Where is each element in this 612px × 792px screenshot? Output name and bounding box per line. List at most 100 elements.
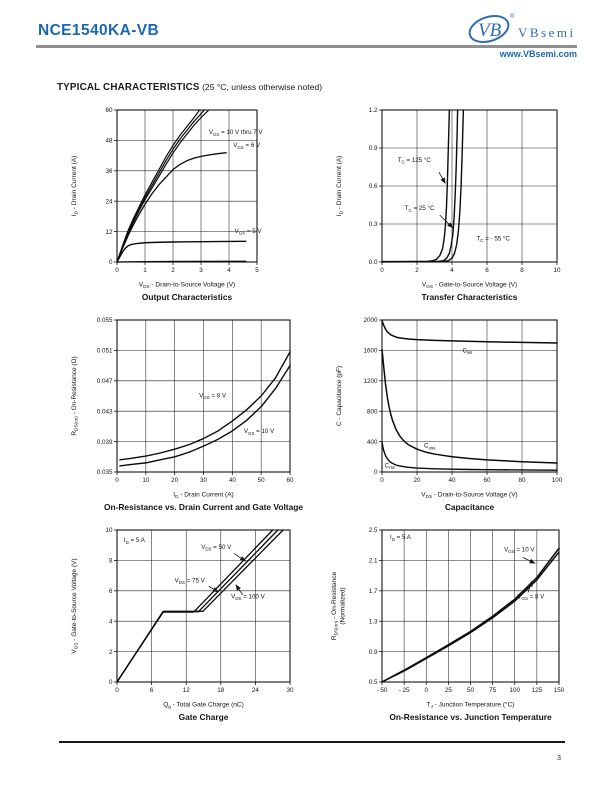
part-number: NCE1540KA-VB <box>38 22 160 39</box>
svg-text:0: 0 <box>380 267 384 274</box>
svg-text:TC = 25 °C: TC = 25 °C <box>405 205 435 213</box>
svg-text:VGS = 5 V: VGS = 5 V <box>235 228 263 236</box>
svg-text:12: 12 <box>183 687 191 694</box>
svg-text:50: 50 <box>467 687 475 694</box>
chart-output-characteristics: 0 1 2 3 4 5 0 12 24 36 48 60 VGS = 10 V thru 7 V VGS … <box>65 100 330 310</box>
on-resistance-vs-drain-current-plot: 0 10 20 30 40 50 60 0.035 0.039 0.043 0.047 0.051 0.… <box>71 317 303 512</box>
svg-text:VGS = 10 V: VGS = 10 V <box>504 546 535 554</box>
svg-text:150: 150 <box>554 687 565 694</box>
svg-text:6: 6 <box>485 267 489 274</box>
svg-text:40: 40 <box>229 477 237 484</box>
svg-text:1.2: 1.2 <box>369 107 378 114</box>
svg-text:0.0: 0.0 <box>369 259 378 266</box>
svg-text:20: 20 <box>413 477 421 484</box>
svg-text:- 50: - 50 <box>377 687 388 694</box>
svg-text:60: 60 <box>483 477 491 484</box>
svg-text:ID - Drain Current (A): ID - Drain Current (A) <box>173 492 233 500</box>
svg-text:100: 100 <box>552 477 563 484</box>
svg-text:60: 60 <box>105 107 113 114</box>
charts-grid: 0 1 2 3 4 5 0 12 24 36 48 60 VGS = 10 V thru 7 V VGS … <box>65 100 595 730</box>
chart-on-resistance-vs-drain-current: 0 10 20 30 40 50 60 0.035 0.039 0.043 0.047 0.051 0.… <box>65 310 330 520</box>
svg-text:C - Capacitance (pF): C - Capacitance (pF) <box>336 366 343 426</box>
svg-text:0.9: 0.9 <box>369 649 378 656</box>
svg-text:1600: 1600 <box>363 348 378 355</box>
svg-text:0.6: 0.6 <box>369 183 378 190</box>
svg-text:10: 10 <box>553 267 561 274</box>
svg-text:0.055: 0.055 <box>97 317 113 324</box>
page-number: 3 <box>556 753 562 762</box>
svg-text:VDS - Drain-to-Source Voltage: VDS - Drain-to-Source Voltage (V) <box>139 282 235 290</box>
svg-text:1200: 1200 <box>363 378 378 385</box>
svg-text:0.035: 0.035 <box>97 469 113 476</box>
svg-text:1.7: 1.7 <box>369 588 378 595</box>
svg-text:0.9: 0.9 <box>369 145 378 152</box>
svg-text:6: 6 <box>109 588 113 595</box>
svg-text:VGS - Gate-to-Source Voltage (: VGS - Gate-to-Source Voltage (V) <box>71 558 79 653</box>
svg-text:0: 0 <box>380 477 384 484</box>
svg-text:VGS - Gate-to-Source Voltage (: VGS - Gate-to-Source Voltage (V) <box>422 282 517 290</box>
svg-text:TC = 125 °C: TC = 125 °C <box>398 157 432 165</box>
svg-text:2: 2 <box>109 649 113 656</box>
svg-text:36: 36 <box>105 168 113 175</box>
svg-text:3: 3 <box>199 267 203 274</box>
svg-text:0: 0 <box>115 477 119 484</box>
footer-rule <box>59 741 565 743</box>
svg-text:18: 18 <box>217 687 225 694</box>
vbsemi-logo-icon: VB ® <box>468 13 515 43</box>
svg-text:RDS(on) - On-Resistance (Ω): RDS(on) - On-Resistance (Ω) <box>71 356 79 435</box>
svg-text:4: 4 <box>450 267 454 274</box>
svg-text:VGS = 10 V: VGS = 10 V <box>244 428 275 436</box>
svg-text:25: 25 <box>445 687 453 694</box>
svg-text:80: 80 <box>518 477 526 484</box>
svg-text:RDS(on) - On-Resistance: RDS(on) - On-Resistance <box>331 572 339 641</box>
svg-text:12: 12 <box>105 229 113 236</box>
svg-text:Qg - Total Gate Charge (nC): Qg - Total Gate Charge (nC) <box>163 702 244 710</box>
svg-text:0: 0 <box>115 267 119 274</box>
svg-text:- 25: - 25 <box>399 687 410 694</box>
svg-text:6: 6 <box>150 687 154 694</box>
svg-text:50: 50 <box>258 477 266 484</box>
svg-text:30: 30 <box>200 477 208 484</box>
svg-text:VGS = 8 V: VGS = 8 V <box>517 593 545 601</box>
svg-text:TC = - 55 °C: TC = - 55 °C <box>477 235 511 243</box>
svg-text:8: 8 <box>520 267 524 274</box>
svg-text:2.5: 2.5 <box>369 527 378 534</box>
svg-text:125: 125 <box>532 687 543 694</box>
svg-text:10: 10 <box>142 477 150 484</box>
svg-text:24: 24 <box>252 687 260 694</box>
svg-text:2000: 2000 <box>363 317 378 324</box>
svg-text:VDS = 75 V: VDS = 75 V <box>175 577 206 585</box>
svg-text:Output Characteristics: Output Characteristics <box>142 292 233 302</box>
transfer-characteristics-plot: 0 2 4 6 8 10 0.0 0.3 0.6 0.9 1.2 TC = 125 °C TC = 25… <box>336 107 561 302</box>
svg-text:Coss: Coss <box>424 443 436 451</box>
svg-text:VDS = 100 V: VDS = 100 V <box>231 593 265 601</box>
on-resistance-vs-junction-temperature-plot: - 50 - 25 0 25 50 75 100 125 150 0.5 0.9 1.3 1.7 2.1 2… <box>331 527 565 722</box>
logo-monogram: VB <box>478 20 502 41</box>
svg-text:0: 0 <box>109 679 113 686</box>
svg-text:1.3: 1.3 <box>369 618 378 625</box>
svg-text:ID - Drain Current (A): ID - Drain Current (A) <box>336 156 344 216</box>
svg-text:8: 8 <box>109 558 113 565</box>
svg-text:2.1: 2.1 <box>369 558 378 565</box>
svg-text:0.3: 0.3 <box>369 221 378 228</box>
svg-text:100: 100 <box>509 687 520 694</box>
registered-mark-icon: ® <box>510 13 515 20</box>
chart-capacitance: 0 20 40 60 80 100 0 400 800 1200 1600 2000 Ciss Coss C… <box>330 310 595 520</box>
svg-text:0.051: 0.051 <box>97 348 113 355</box>
svg-text:Capacitance: Capacitance <box>445 502 495 512</box>
svg-text:24: 24 <box>105 198 113 205</box>
svg-text:40: 40 <box>448 477 456 484</box>
svg-text:VGS = 6 V: VGS = 6 V <box>233 142 261 150</box>
svg-text:0: 0 <box>374 469 378 476</box>
website-link[interactable]: www.VBsemi.com <box>499 49 577 59</box>
vbsemi-logo: VB ® VBsemi <box>466 10 576 48</box>
section-heading: TYPICAL CHARACTERISTICS (25 °C, unless o… <box>57 82 322 93</box>
svg-text:VGS = 10 V thru 7 V: VGS = 10 V thru 7 V <box>209 129 264 137</box>
svg-text:0.039: 0.039 <box>97 439 113 446</box>
svg-text:0.047: 0.047 <box>97 378 113 385</box>
svg-text:Crss: Crss <box>385 462 396 470</box>
svg-text:VDS = 50 V: VDS = 50 V <box>201 544 232 552</box>
header-rule <box>36 45 577 48</box>
